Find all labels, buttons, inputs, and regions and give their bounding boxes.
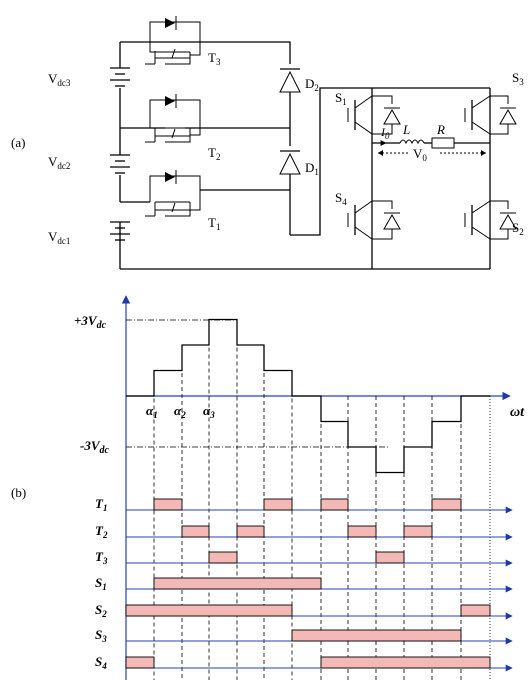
waveform-diagram: ωt +3Vdc -3Vdc α1 α2 α3 T1 T2 T3 S1 S2 S3 S4 xyxy=(74,295,525,680)
wire-top-rail xyxy=(120,41,291,64)
switching-guides xyxy=(153,319,462,680)
dc-source-2: Vdc2 xyxy=(48,154,130,174)
t1-label: T1 xyxy=(208,215,220,232)
switch-row-label: T2 xyxy=(95,523,108,540)
gate-pulse xyxy=(125,656,155,669)
diode-d1: D1 xyxy=(279,150,319,177)
igbt-s1: S1 xyxy=(335,90,401,135)
switch-rows xyxy=(125,498,513,672)
wire-dc-link-top xyxy=(290,87,490,236)
gate-pulse xyxy=(263,498,293,511)
gate-pulse xyxy=(375,551,405,564)
gate-pulse xyxy=(291,629,462,642)
igbt-s4: S4 xyxy=(335,190,401,240)
alpha-2-label: α2 xyxy=(174,403,186,420)
switch-row-label: S3 xyxy=(95,627,107,644)
panel-label-b: (b) xyxy=(11,485,26,500)
s3-label: S3 xyxy=(512,70,524,87)
inductor-coil xyxy=(399,139,425,145)
s2-label: S2 xyxy=(512,220,524,237)
d1-label: D1 xyxy=(305,160,319,177)
resistor-label: R xyxy=(436,122,445,137)
alpha-3-label: α3 xyxy=(203,403,215,420)
t3-label: T3 xyxy=(208,50,221,67)
plus-3vdc-label: +3Vdc xyxy=(74,313,107,331)
s4-label: S4 xyxy=(335,190,347,207)
gate-pulse xyxy=(208,551,238,564)
resistor-box xyxy=(431,137,455,149)
gate-pulse xyxy=(181,525,210,538)
t2-label: T2 xyxy=(208,145,220,162)
switch-row-label: T1 xyxy=(95,496,107,513)
switch-row-label: S1 xyxy=(95,575,107,592)
gate-pulse xyxy=(153,498,183,511)
gate-pulse xyxy=(320,656,491,669)
inductor-label: L xyxy=(402,122,410,137)
circuit-diagram: Vdc3 Vdc2 Vdc1 T3 xyxy=(48,16,524,270)
vdc2-label: Vdc2 xyxy=(48,154,70,171)
d2-label: D2 xyxy=(305,76,319,93)
gate-pulse xyxy=(236,525,265,538)
dc-source-3: Vdc3 xyxy=(48,67,130,88)
wt-label: ωt xyxy=(510,405,525,420)
gate-pulse xyxy=(403,525,433,538)
gate-pulse xyxy=(320,498,349,511)
dc-source-1: Vdc1 xyxy=(48,221,130,246)
mosfet-t2: T2 xyxy=(145,94,220,162)
vdc3-label: Vdc3 xyxy=(48,71,71,88)
mosfet-t3: T3 xyxy=(145,16,221,67)
switch-row-label: T3 xyxy=(95,549,108,566)
switch-row-labels: T1 T2 T3 S1 S2 S3 S4 xyxy=(95,496,108,671)
gate-pulse xyxy=(125,604,293,617)
igbt-s2: S2 xyxy=(464,200,524,240)
gate-pulse xyxy=(460,604,491,617)
v0-label: V0 xyxy=(413,146,427,163)
gate-pulse xyxy=(431,498,462,511)
output-staircase-waveform xyxy=(126,318,490,474)
switch-row-label: S4 xyxy=(95,654,107,671)
diode-d2: D2 xyxy=(279,68,319,93)
s1-label: S1 xyxy=(335,90,347,107)
panel-label-a: (a) xyxy=(11,135,25,150)
i0-label: I0 xyxy=(380,125,390,141)
gate-pulse xyxy=(153,577,322,590)
switch-row-label: S2 xyxy=(95,602,107,619)
gate-pulse xyxy=(347,525,377,538)
igbt-s3: S3 xyxy=(464,70,524,135)
minus-3vdc-label: -3Vdc xyxy=(80,438,110,456)
mosfet-t1: T1 xyxy=(145,170,290,232)
vdc1-label: Vdc1 xyxy=(48,229,70,246)
alpha-1-label: α1 xyxy=(146,403,158,420)
load-branch: I0 L R V0 xyxy=(372,122,490,163)
